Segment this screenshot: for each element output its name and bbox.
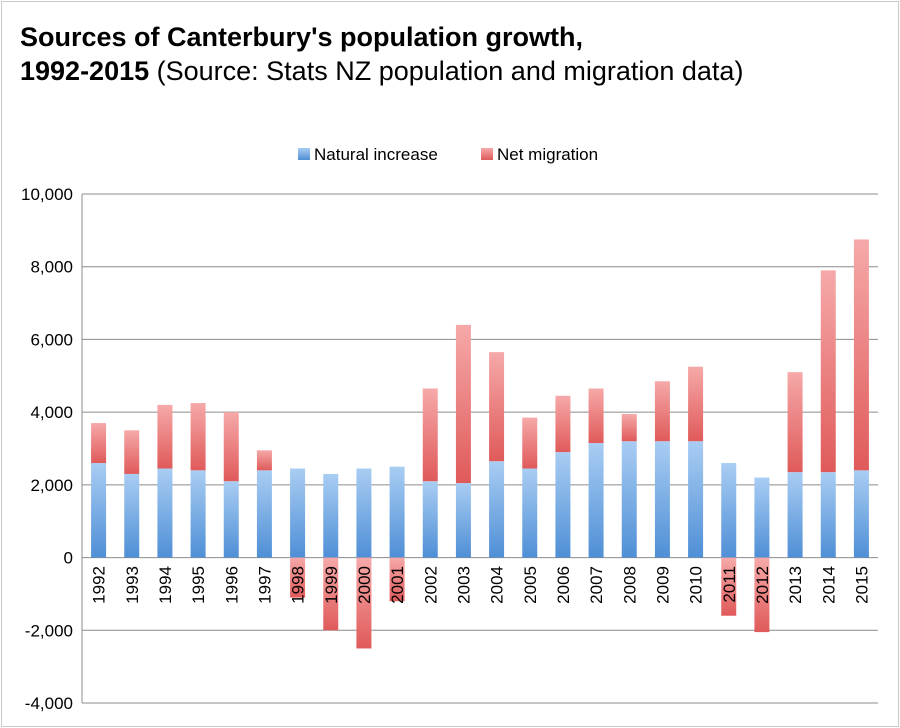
x-tick-label: 2007 <box>587 566 606 604</box>
bar-natural-increase <box>621 441 637 558</box>
legend-label-net-migration: Net migration <box>497 145 598 164</box>
bar-net-migration <box>256 450 272 471</box>
x-tick-label: 1995 <box>189 566 208 604</box>
bar-natural-increase <box>256 470 272 558</box>
bar-natural-increase <box>555 452 571 558</box>
bar-natural-increase <box>389 466 405 558</box>
chart-title: Sources of Canterbury's population growt… <box>20 20 880 88</box>
bar-net-migration <box>688 366 704 442</box>
bar-net-migration <box>555 395 571 453</box>
x-tick-label: 2013 <box>786 566 805 604</box>
x-tick-label: 2014 <box>819 566 838 604</box>
legend: Natural increase Net migration <box>298 145 598 164</box>
x-tick-label: 1999 <box>322 566 341 604</box>
bar-net-migration <box>588 388 604 444</box>
y-tick-label: 4,000 <box>30 403 73 422</box>
bar-natural-increase <box>688 441 704 558</box>
x-tick-label: 2015 <box>852 566 871 604</box>
title-bold-line2: 1992-2015 <box>20 56 150 86</box>
bar-net-migration <box>489 352 505 462</box>
y-tick-label: 2,000 <box>30 476 73 495</box>
y-axis-ticks: -4,000 -2,000 0 2,000 4,000 6,000 8,000 10,000 <box>21 185 73 713</box>
x-tick-label: 2001 <box>388 566 407 604</box>
bar-natural-increase <box>522 468 538 558</box>
bar-net-migration <box>853 239 869 471</box>
x-tick-label: 2003 <box>454 566 473 604</box>
x-tick-label: 2010 <box>687 566 706 604</box>
x-tick-label: 1996 <box>222 566 241 604</box>
bar-natural-increase <box>853 470 869 558</box>
x-tick-label: 1994 <box>156 566 175 604</box>
bar-natural-increase <box>588 443 604 558</box>
bar-natural-increase <box>223 481 239 558</box>
x-tick-label: 2009 <box>653 566 672 604</box>
bar-net-migration <box>621 413 637 442</box>
bar-net-migration <box>157 404 173 469</box>
y-tick-label: -4,000 <box>25 694 73 713</box>
title-bold-line1: Sources of Canterbury's population growt… <box>20 22 583 52</box>
bar-natural-increase <box>489 461 505 558</box>
bar-natural-increase <box>455 483 471 558</box>
x-tick-label: 2006 <box>554 566 573 604</box>
y-tick-label: 6,000 <box>30 330 73 349</box>
bar-net-migration <box>455 324 471 484</box>
bar-natural-increase <box>754 477 770 558</box>
bar-natural-increase <box>91 463 107 558</box>
bar-net-migration <box>290 557 306 598</box>
legend-swatch-net-migration <box>481 148 493 160</box>
x-tick-label: 2004 <box>488 566 507 604</box>
y-tick-label: -2,000 <box>25 621 73 640</box>
x-tick-label: 1997 <box>255 566 274 604</box>
bar-natural-increase <box>124 473 140 558</box>
bar-net-migration <box>820 270 836 473</box>
bar-net-migration <box>721 557 737 616</box>
x-tick-label: 1998 <box>289 566 308 604</box>
x-axis-ticks: 1992 1993 1994 1995 1996 1997 1998 1999 2000 2001… <box>90 566 872 604</box>
title-source: (Source: Stats NZ population and migrati… <box>149 56 744 86</box>
bar-natural-increase <box>323 473 339 558</box>
x-tick-label: 2012 <box>753 566 772 604</box>
x-tick-label: 2002 <box>421 566 440 604</box>
bar-natural-increase <box>190 470 206 558</box>
bar-net-migration <box>422 388 438 482</box>
bar-net-migration <box>754 557 770 633</box>
bar-natural-increase <box>820 472 836 558</box>
bars <box>91 239 869 649</box>
bar-net-migration <box>223 412 239 482</box>
bar-natural-increase <box>157 468 173 558</box>
x-tick-label: 2000 <box>355 566 374 604</box>
bar-natural-increase <box>787 472 803 558</box>
bar-net-migration <box>190 403 206 471</box>
x-tick-label: 1993 <box>123 566 142 604</box>
x-tick-label: 2008 <box>620 566 639 604</box>
bar-net-migration <box>787 372 803 473</box>
bar-net-migration <box>522 417 538 469</box>
y-tick-label: 10,000 <box>21 185 73 204</box>
bar-natural-increase <box>290 468 306 558</box>
legend-label-natural-increase: Natural increase <box>314 145 438 164</box>
bar-net-migration <box>124 430 140 474</box>
bar-natural-increase <box>356 468 372 558</box>
bar-net-migration <box>389 557 405 602</box>
y-tick-label: 8,000 <box>30 258 73 277</box>
bar-net-migration <box>654 381 670 442</box>
x-tick-label: 2011 <box>720 566 739 603</box>
bar-net-migration <box>323 557 339 631</box>
y-tick-label: 0 <box>64 549 73 568</box>
bar-net-migration <box>356 557 372 649</box>
legend-swatch-natural-increase <box>298 148 310 160</box>
bar-natural-increase <box>654 441 670 558</box>
bar-natural-increase <box>422 481 438 558</box>
gridlines <box>81 193 878 704</box>
bar-natural-increase <box>721 463 737 558</box>
bar-net-migration <box>91 423 107 464</box>
x-tick-label: 1992 <box>90 566 109 604</box>
x-tick-label: 2005 <box>521 566 540 604</box>
